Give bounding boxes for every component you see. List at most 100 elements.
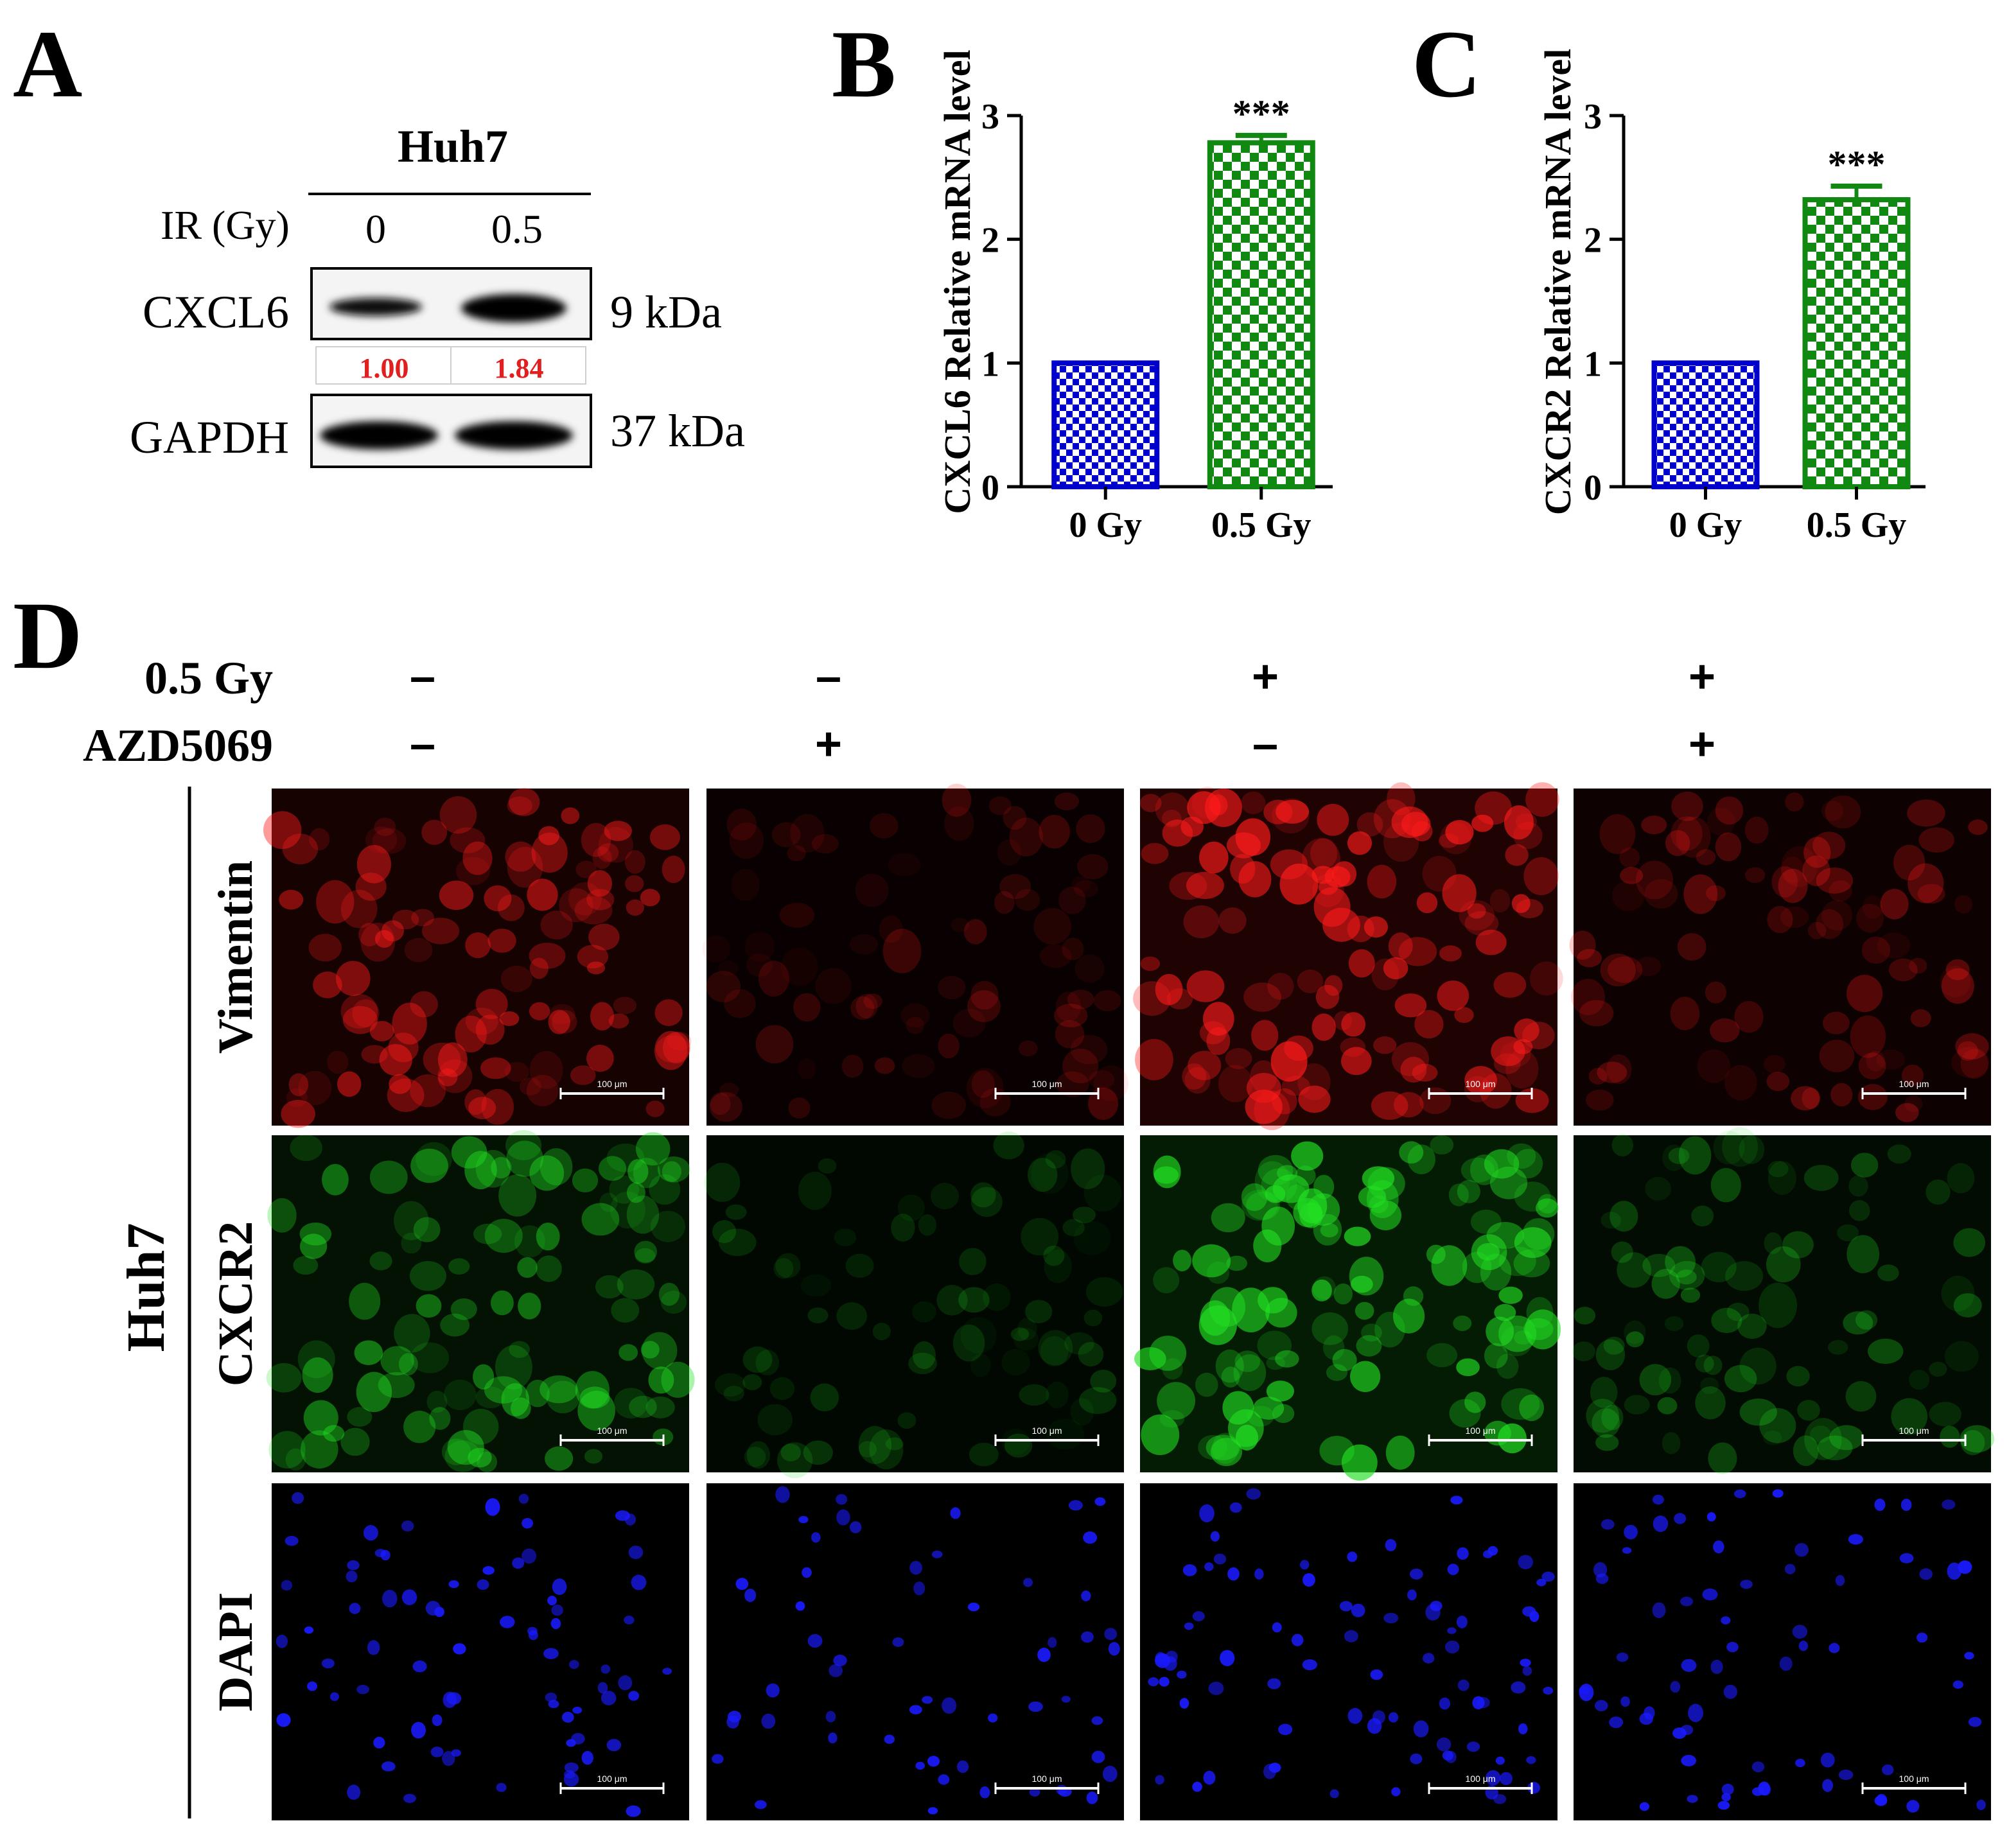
scale-bar-label: 100 μm xyxy=(1899,1079,1929,1089)
cell xyxy=(410,991,438,1018)
cell xyxy=(1676,1269,1697,1285)
cell xyxy=(1073,1207,1096,1224)
nucleus xyxy=(1579,1686,1590,1695)
panel-letter-a: A xyxy=(13,11,82,118)
cell xyxy=(1141,1414,1180,1456)
cell xyxy=(1620,867,1644,884)
cell xyxy=(1361,1323,1382,1342)
cell xyxy=(1700,1377,1719,1395)
nucleus xyxy=(1068,1500,1083,1511)
cell xyxy=(1843,1311,1873,1335)
nucleus xyxy=(1899,1553,1914,1564)
cell xyxy=(712,1220,737,1243)
cell xyxy=(1680,1287,1701,1303)
cell xyxy=(1610,1201,1638,1232)
nucleus xyxy=(1500,1772,1513,1786)
cell xyxy=(455,1015,487,1053)
cell xyxy=(1606,1054,1632,1085)
cell xyxy=(584,1449,603,1464)
nucleus xyxy=(543,1648,559,1659)
cell xyxy=(885,1437,904,1451)
cell xyxy=(298,1070,332,1106)
cell xyxy=(811,833,839,854)
micrograph-background xyxy=(272,789,689,1126)
nucleus xyxy=(307,1681,318,1691)
nucleus xyxy=(662,1668,672,1675)
cell xyxy=(1448,1183,1469,1207)
cell xyxy=(518,1293,541,1320)
cell xyxy=(1764,1232,1782,1254)
nucleus xyxy=(1721,1616,1731,1625)
nucleus xyxy=(1477,1696,1490,1709)
cell xyxy=(581,823,611,857)
nucleus xyxy=(1874,1498,1886,1512)
nucleus xyxy=(1670,1680,1681,1693)
cell xyxy=(1247,1406,1274,1427)
cell xyxy=(1866,1050,1886,1072)
cell xyxy=(1739,1135,1765,1164)
cell xyxy=(1403,1286,1424,1306)
cell xyxy=(858,1425,892,1465)
cell xyxy=(1715,832,1742,862)
cell xyxy=(1471,1234,1507,1271)
treatment-sign: + xyxy=(1689,719,1715,770)
nucleus xyxy=(1723,1684,1737,1699)
cell xyxy=(872,1323,891,1341)
y-tick-label: 1 xyxy=(981,344,999,384)
cell xyxy=(1075,954,1105,983)
nucleus xyxy=(1023,1578,1033,1587)
cell xyxy=(340,993,378,1029)
cell xyxy=(299,1233,328,1259)
cell xyxy=(1070,1398,1094,1426)
micrograph-background xyxy=(1574,789,1991,1126)
nucleus xyxy=(1829,1643,1840,1653)
nucleus xyxy=(775,1486,790,1503)
cell xyxy=(841,1054,864,1078)
cell xyxy=(337,1071,362,1097)
cell xyxy=(1778,869,1808,903)
y-tick-label: 2 xyxy=(1584,221,1602,261)
cell xyxy=(497,894,525,921)
row-label-cxcr2: CXCR2 xyxy=(209,1221,263,1387)
nucleus xyxy=(1522,1606,1536,1617)
cell xyxy=(1960,1049,1988,1079)
nucleus xyxy=(1616,1652,1629,1662)
nucleus xyxy=(606,1739,622,1752)
cell xyxy=(1155,792,1189,826)
cell xyxy=(1940,1425,1960,1448)
treatment-label-azd: AZD5069 xyxy=(83,720,273,771)
cell xyxy=(744,931,775,962)
cell xyxy=(662,1161,681,1182)
cell xyxy=(448,1258,470,1275)
cell xyxy=(1676,816,1711,858)
nucleus xyxy=(482,1566,495,1575)
nucleus xyxy=(1061,1696,1071,1703)
cell xyxy=(1385,1435,1415,1470)
cell xyxy=(1238,861,1272,898)
nucleus xyxy=(1456,1616,1468,1628)
cell xyxy=(606,1143,645,1172)
cell xyxy=(1442,874,1477,912)
treatment-sign: – xyxy=(816,651,841,702)
cell xyxy=(507,796,532,815)
cell xyxy=(465,932,491,959)
cell xyxy=(545,1446,574,1471)
cell xyxy=(559,888,593,923)
cell xyxy=(1040,1336,1069,1366)
cell xyxy=(1241,1183,1268,1211)
cell xyxy=(1226,832,1261,859)
cell xyxy=(1013,1328,1039,1351)
nucleus xyxy=(550,1617,561,1630)
cell xyxy=(598,1156,627,1181)
treatment-sign: – xyxy=(410,651,435,702)
nucleus xyxy=(829,1664,843,1677)
nucleus xyxy=(373,1736,385,1749)
cell xyxy=(1513,1039,1533,1054)
cell xyxy=(983,1283,1011,1311)
nucleus xyxy=(909,1705,922,1714)
nucleus xyxy=(304,1626,314,1634)
cell xyxy=(1821,801,1843,821)
chart-b: CXCL6 Relative mRNA level 0 1 2 3 0 Gy 0.5 Gy *… xyxy=(936,49,1333,545)
cell xyxy=(342,1006,378,1034)
cell xyxy=(267,1198,297,1233)
